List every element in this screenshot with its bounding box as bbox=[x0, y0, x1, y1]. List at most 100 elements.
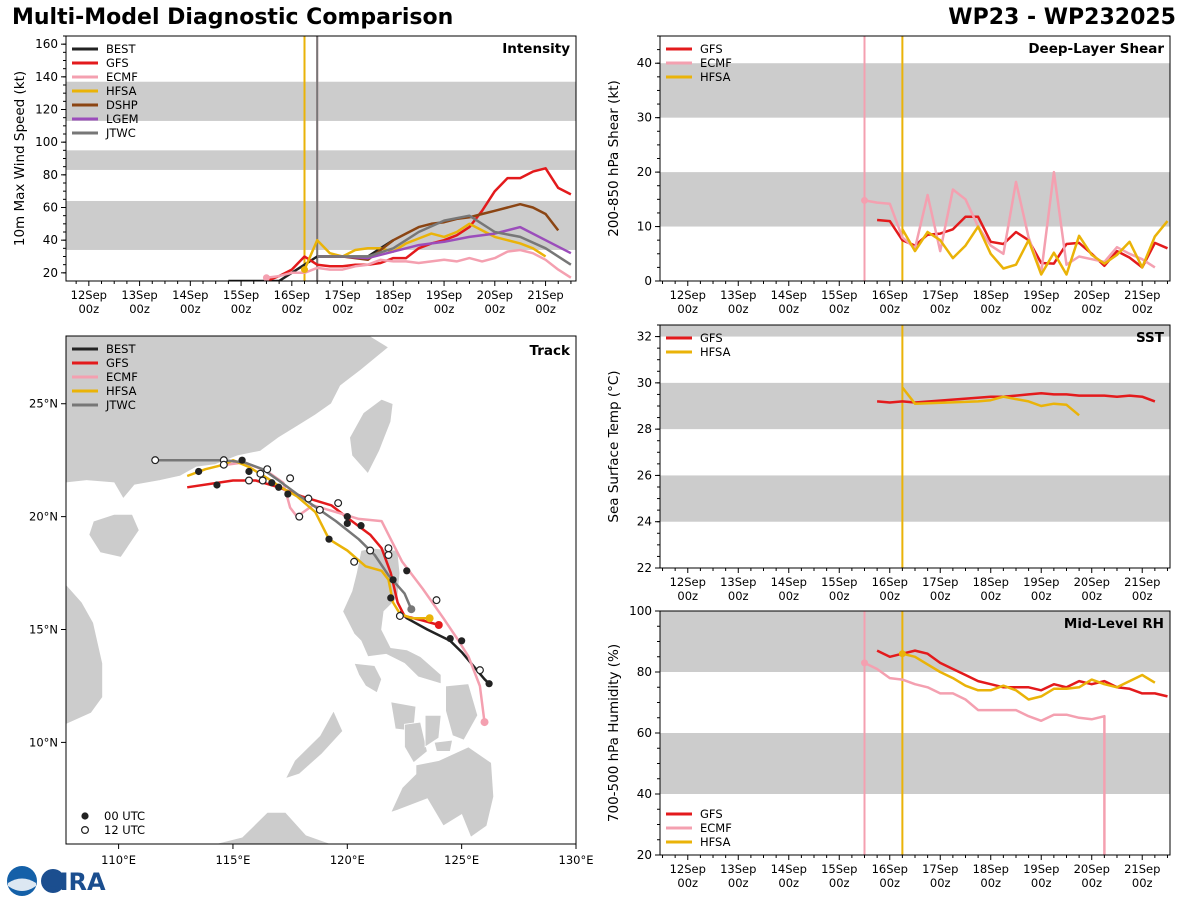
sst-chart: 22242628303212Sep00z13Sep00z14Sep00z15Se… bbox=[606, 324, 1171, 603]
track-marker-00utc bbox=[357, 522, 365, 530]
hainan-land bbox=[88, 514, 140, 558]
rh-start-point-ecmf bbox=[861, 659, 869, 667]
track-marker-12utc bbox=[315, 505, 324, 514]
shear-ylabel: 200-850 hPa Shear (kt) bbox=[606, 80, 622, 237]
rh-chart: 2040608010012Sep00z13Sep00z14Sep00z15Sep… bbox=[606, 604, 1171, 890]
shear-legend-label-gfs: GFS bbox=[700, 42, 723, 56]
intensity-ytick-label: 160 bbox=[35, 37, 58, 51]
shear-series-hfsa bbox=[901, 220, 1169, 276]
rh-xtick-label-date: 18Sep bbox=[973, 862, 1009, 876]
sst-xtick-label-hour: 00z bbox=[778, 589, 799, 603]
track-marker-12utc bbox=[475, 666, 484, 675]
track-marker-12utc bbox=[258, 476, 267, 485]
sst-shade-band bbox=[660, 325, 1170, 337]
track-ytick-label: 20°N bbox=[29, 510, 58, 524]
intensity-xtick-label-hour: 00z bbox=[281, 302, 302, 316]
intensity-xtick-label-date: 21Sep bbox=[527, 288, 563, 302]
track-marker-00utc bbox=[268, 479, 276, 487]
shear-xtick-label-date: 13Sep bbox=[720, 288, 756, 302]
sst-panel-title: SST bbox=[1136, 330, 1165, 346]
samar-leyte-land bbox=[445, 683, 479, 741]
intensity-legend-label-best: BEST bbox=[106, 42, 136, 56]
shear-xtick-label-hour: 00z bbox=[1132, 302, 1153, 316]
sst-xtick-label-date: 14Sep bbox=[771, 575, 807, 589]
rh-xtick-label-hour: 00z bbox=[778, 876, 799, 890]
bohol-land bbox=[433, 739, 454, 752]
palawan-land bbox=[284, 709, 344, 780]
intensity-xtick-label-hour: 00z bbox=[231, 302, 252, 316]
intensity-ytick-label: 20 bbox=[43, 266, 58, 280]
intensity-shade-band bbox=[66, 200, 576, 250]
shear-ytick-label: 20 bbox=[637, 165, 652, 179]
sst-xtick-label-hour: 00z bbox=[1081, 589, 1102, 603]
shear-xtick-label-hour: 00z bbox=[1031, 302, 1052, 316]
sst-shade-band bbox=[660, 475, 1170, 522]
intensity-xtick-label-hour: 00z bbox=[383, 302, 404, 316]
rh-xtick-label-date: 17Sep bbox=[922, 862, 958, 876]
intensity-xtick-label-hour: 00z bbox=[434, 302, 455, 316]
track-marker-12utc bbox=[395, 611, 404, 620]
track-init-point-hfsa bbox=[425, 614, 434, 623]
sst-ytick-label: 22 bbox=[637, 561, 652, 575]
track-init-point-ecmf bbox=[480, 718, 489, 727]
rh-xtick-label-date: 16Sep bbox=[872, 862, 908, 876]
rh-series-hfsa bbox=[902, 652, 1156, 701]
intensity-xtick-label-date: 12Sep bbox=[71, 288, 107, 302]
track-marker-12utc bbox=[304, 494, 313, 503]
rh-legend-label-gfs: GFS bbox=[700, 807, 723, 821]
track-chart: 110°E 115°E 120°E 125°E 130°E 10°N 15°N 20°N 25°… bbox=[29, 335, 593, 867]
shear-start-point-ecmf bbox=[861, 196, 869, 204]
track-legend-label-12utc: 12 UTC bbox=[104, 823, 145, 837]
track-marker-00utc bbox=[284, 490, 292, 498]
sst-ytick-label: 26 bbox=[637, 468, 652, 482]
track-marker-12utc bbox=[244, 476, 253, 485]
track-marker-12utc bbox=[256, 469, 265, 478]
track-ytick-label: 10°N bbox=[29, 735, 58, 749]
intensity-series-jtwc bbox=[317, 214, 572, 266]
rh-shade-band bbox=[660, 733, 1170, 794]
intensity-shade-band bbox=[66, 81, 576, 121]
sst-xtick-label-date: 13Sep bbox=[720, 575, 756, 589]
shear-xtick-label-date: 15Sep bbox=[821, 288, 857, 302]
shear-shade-band bbox=[660, 172, 1170, 227]
intensity-legend-label-gfs: GFS bbox=[106, 56, 129, 70]
rh-series-ecmf bbox=[863, 661, 1106, 855]
intensity-ytick-label: 40 bbox=[43, 233, 58, 247]
intensity-xtick-label-hour: 00z bbox=[484, 302, 505, 316]
sst-legend-label-hfsa: HFSA bbox=[700, 345, 731, 359]
intensity-legend-label-jtwc: JTWC bbox=[105, 126, 136, 140]
sst-ytick-label: 28 bbox=[637, 422, 652, 436]
shear-shade-band bbox=[660, 63, 1170, 118]
track-legend-label-jtwc: JTWC bbox=[105, 398, 136, 412]
sst-ytick-label: 30 bbox=[637, 376, 652, 390]
rh-ytick-label: 100 bbox=[629, 604, 652, 618]
sst-frame bbox=[659, 324, 1171, 569]
noaa-wave-icon bbox=[8, 878, 36, 891]
rh-xtick-label-date: 21Sep bbox=[1124, 862, 1160, 876]
intensity-ytick-label: 60 bbox=[43, 201, 58, 215]
rh-start-point-hfsa bbox=[898, 650, 906, 658]
rh-legend-label-ecmf: ECMF bbox=[700, 821, 732, 835]
shear-xtick-label-hour: 00z bbox=[930, 302, 951, 316]
track-marker-00utc bbox=[275, 483, 283, 491]
track-xtick-label: 110°E bbox=[101, 853, 136, 867]
shear-chart: 01020304012Sep00z13Sep00z14Sep00z15Sep00… bbox=[606, 35, 1171, 316]
shear-xtick-label-hour: 00z bbox=[829, 302, 850, 316]
sst-xtick-label-date: 21Sep bbox=[1124, 575, 1160, 589]
shear-ytick-label: 10 bbox=[637, 220, 652, 234]
shear-xtick-label-date: 16Sep bbox=[872, 288, 908, 302]
intensity-ytick-label: 120 bbox=[35, 103, 58, 117]
track-marker-00utc bbox=[458, 637, 466, 645]
track-marker-12utc bbox=[263, 465, 272, 474]
track-marker-12utc bbox=[350, 557, 359, 566]
sst-series-hfsa bbox=[901, 386, 1080, 417]
rh-xtick-label-date: 19Sep bbox=[1023, 862, 1059, 876]
rh-ytick-label: 80 bbox=[637, 665, 652, 679]
rh-xtick-label-hour: 00z bbox=[829, 876, 850, 890]
shear-xtick-label-date: 14Sep bbox=[771, 288, 807, 302]
track-series-gfs bbox=[187, 479, 440, 627]
track-init-point-jtwc bbox=[407, 605, 416, 614]
track-marker-00utc bbox=[389, 576, 397, 584]
rh-ytick-label: 20 bbox=[637, 848, 652, 862]
shear-xtick-label-date: 21Sep bbox=[1124, 288, 1160, 302]
